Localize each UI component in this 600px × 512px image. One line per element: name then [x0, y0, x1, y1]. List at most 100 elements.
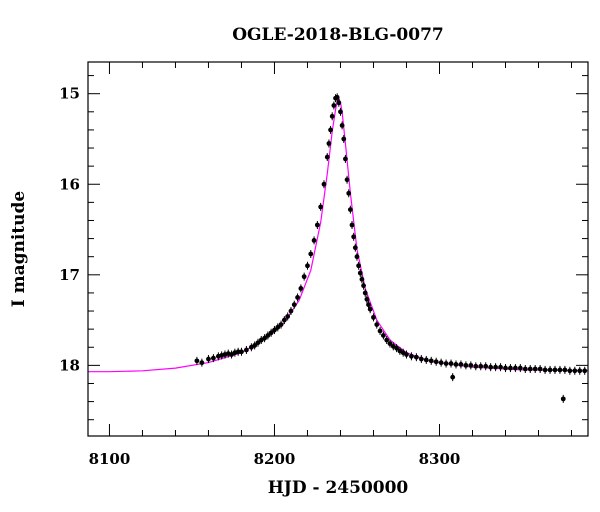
point-marker — [194, 358, 200, 364]
point-marker — [413, 354, 419, 360]
data-point — [448, 359, 454, 368]
plot-frame — [87, 61, 589, 437]
data-point — [194, 356, 200, 365]
point-marker — [387, 341, 393, 347]
data-point — [409, 352, 414, 361]
point-marker — [433, 359, 439, 365]
data-point — [371, 313, 376, 322]
data-point — [552, 365, 558, 374]
data-point — [347, 205, 353, 214]
point-marker — [488, 364, 494, 370]
data-point — [354, 252, 360, 261]
data-point — [522, 364, 528, 373]
point-marker — [329, 113, 335, 119]
point-marker — [448, 361, 454, 366]
data-point — [211, 354, 216, 363]
data-point — [582, 366, 588, 375]
data-point — [542, 365, 548, 374]
point-marker — [450, 374, 456, 380]
point-marker — [463, 362, 469, 368]
point-marker — [572, 368, 578, 374]
point-marker — [361, 283, 366, 289]
data-point — [318, 202, 324, 211]
data-point — [291, 300, 297, 309]
point-marker — [278, 322, 284, 328]
point-marker — [305, 263, 310, 269]
data-point — [380, 331, 386, 340]
data-point — [344, 175, 350, 184]
point-marker — [423, 357, 429, 363]
point-marker — [458, 362, 464, 367]
data-point — [364, 295, 370, 304]
point-marker — [344, 177, 350, 183]
data-point — [532, 364, 538, 373]
data-point — [562, 365, 568, 374]
data-point — [493, 363, 498, 372]
data-point — [384, 336, 390, 345]
point-marker — [268, 330, 274, 336]
point-marker — [326, 141, 332, 146]
data-point — [341, 134, 347, 143]
data-point — [557, 365, 563, 374]
point-marker — [359, 276, 365, 282]
point-marker — [314, 222, 320, 228]
data-point — [349, 221, 355, 230]
data-point — [278, 320, 284, 329]
data-point — [305, 261, 310, 270]
data-point — [488, 363, 494, 372]
point-marker — [384, 337, 390, 343]
axis-ticks: 8100 8200 8300 15 16 17 18 — [59, 62, 588, 468]
point-marker — [311, 237, 317, 243]
data-point — [438, 358, 444, 367]
point-marker — [239, 349, 244, 355]
data-point — [362, 288, 368, 297]
data-point — [285, 312, 291, 321]
point-marker — [418, 356, 424, 362]
data-point — [463, 361, 469, 370]
point-marker — [364, 296, 370, 302]
data-point — [433, 357, 439, 366]
point-marker — [338, 109, 343, 115]
point-marker — [343, 156, 348, 162]
data-point — [394, 344, 399, 353]
point-marker — [532, 366, 538, 372]
point-marker — [285, 314, 291, 319]
data-point — [527, 364, 533, 373]
data-point — [483, 362, 489, 371]
x-tick-label: 8200 — [254, 450, 296, 468]
data-point — [572, 366, 578, 375]
data-point — [336, 98, 342, 107]
point-marker — [478, 363, 484, 369]
data-point — [326, 139, 332, 148]
data-point — [206, 355, 211, 364]
point-marker — [244, 347, 249, 353]
data-point — [560, 394, 566, 403]
model-curve — [88, 96, 589, 373]
point-marker — [331, 103, 337, 108]
point-marker — [349, 222, 355, 228]
x-tick-label: 8100 — [89, 450, 131, 468]
data-point — [331, 101, 337, 110]
point-marker — [336, 100, 342, 106]
point-marker — [321, 181, 327, 187]
data-point — [244, 345, 249, 354]
data-point — [288, 307, 294, 316]
point-marker — [380, 333, 386, 338]
data-point — [324, 153, 330, 162]
point-marker — [295, 295, 300, 300]
data-point — [281, 316, 287, 325]
data-point — [339, 121, 345, 130]
data-point — [387, 339, 393, 348]
data-point — [458, 360, 464, 369]
data-point — [367, 305, 373, 314]
point-marker — [371, 314, 376, 320]
point-marker — [493, 364, 498, 370]
point-marker — [265, 333, 271, 338]
model-curve-layer — [88, 96, 589, 373]
data-point — [453, 360, 459, 369]
point-marker — [394, 345, 399, 351]
point-marker — [409, 353, 414, 359]
point-marker — [347, 207, 353, 213]
data-point — [547, 365, 553, 374]
